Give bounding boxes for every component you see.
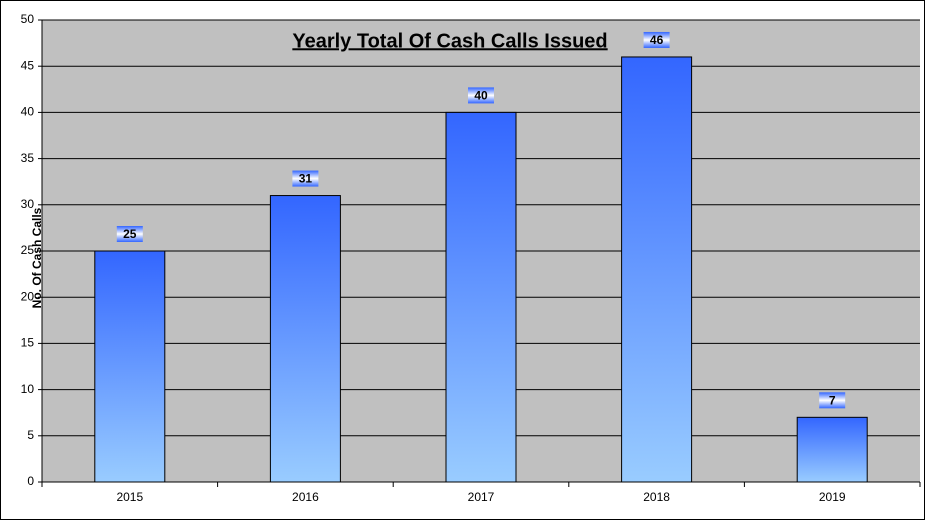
y-tick-label: 50 (21, 12, 35, 26)
data-label: 31 (299, 172, 313, 186)
bar (621, 56, 693, 483)
data-label-box (116, 226, 143, 242)
y-tick-label: 40 (21, 105, 35, 119)
y-tick-label: 45 (21, 58, 35, 72)
x-tick-label: 2017 (468, 490, 495, 504)
data-label: 46 (650, 33, 664, 47)
bar (445, 111, 517, 483)
chart-title: Yearly Total Of Cash Calls Issued (292, 30, 607, 52)
data-label: 7 (829, 393, 836, 407)
data-label-box (819, 392, 846, 409)
data-label-box (292, 170, 319, 187)
x-tick-label: 2016 (292, 490, 319, 504)
x-tick-label: 2018 (643, 490, 670, 504)
data-label: 40 (474, 89, 488, 103)
y-tick-label: 25 (21, 243, 35, 257)
bar (796, 416, 868, 483)
y-tick-label: 20 (21, 289, 35, 303)
y-tick-label: 15 (21, 336, 35, 350)
y-tick-label: 10 (21, 382, 35, 396)
data-label: 25 (123, 227, 137, 241)
y-tick-label: 30 (21, 197, 35, 211)
y-axis-title: No. Of Cash Calls (30, 207, 44, 308)
x-tick-label: 2015 (116, 490, 143, 504)
bar (94, 250, 166, 483)
data-label-box (468, 87, 494, 104)
y-tick-label: 0 (27, 474, 34, 488)
y-tick-label: 35 (21, 151, 35, 165)
x-tick-label: 2019 (819, 490, 846, 504)
data-label-box (643, 31, 670, 48)
bar (269, 195, 341, 483)
y-tick-label: 5 (27, 428, 34, 442)
